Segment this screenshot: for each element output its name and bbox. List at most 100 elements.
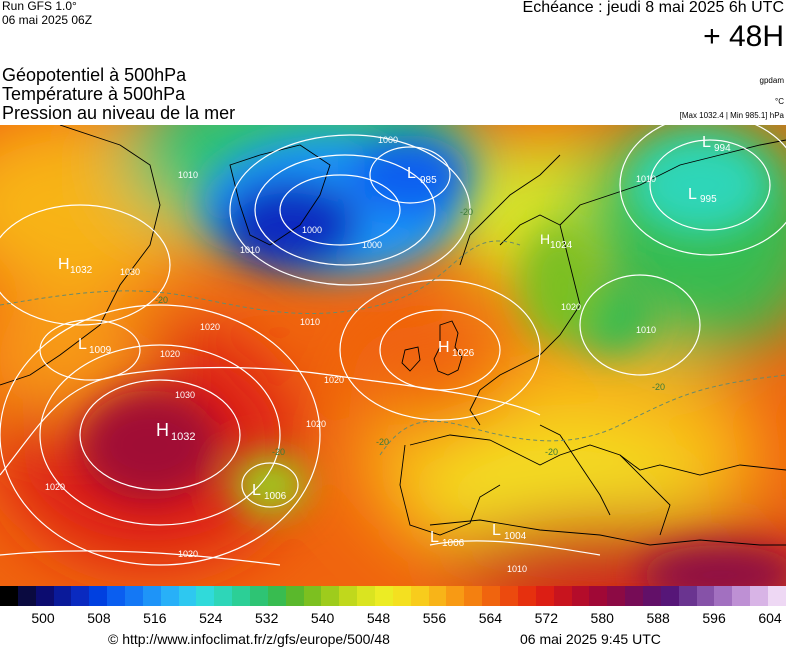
svg-text:L: L bbox=[492, 522, 501, 539]
unit-geo: gpdam bbox=[759, 76, 784, 85]
legend-swatch bbox=[178, 586, 197, 606]
legend-tick-label: 508 bbox=[87, 610, 111, 626]
legend-swatch bbox=[732, 586, 751, 606]
legend-swatch bbox=[250, 586, 268, 606]
low-center: L 1006 bbox=[252, 482, 287, 502]
isobar-label: 1030 bbox=[120, 267, 140, 277]
legend-swatch bbox=[303, 586, 322, 606]
high-center: H 1024 bbox=[540, 231, 573, 251]
title-pressure: Pression au niveau de la mer bbox=[2, 103, 236, 123]
legend-swatch bbox=[53, 586, 72, 606]
svg-text:994: 994 bbox=[714, 143, 731, 154]
temp-label: -20 bbox=[460, 207, 473, 217]
svg-text:L: L bbox=[430, 529, 439, 546]
color-legend bbox=[0, 586, 786, 606]
legend-swatch bbox=[678, 586, 697, 606]
legend-swatch bbox=[285, 586, 304, 606]
svg-text:1032: 1032 bbox=[171, 431, 195, 443]
legend-swatch bbox=[142, 586, 161, 606]
svg-text:H: H bbox=[58, 256, 70, 273]
legend-swatch bbox=[767, 586, 786, 606]
isobar-label: 1020 bbox=[178, 549, 198, 559]
svg-text:1006: 1006 bbox=[442, 538, 465, 549]
svg-text:L: L bbox=[78, 336, 87, 353]
legend-swatch bbox=[321, 586, 340, 606]
isobar-label: 1020 bbox=[45, 482, 65, 492]
legend-swatch bbox=[517, 586, 536, 606]
svg-text:L: L bbox=[407, 165, 416, 182]
legend-swatch bbox=[464, 586, 483, 606]
isobar-label: 1010 bbox=[300, 317, 320, 327]
isobar-label: 1000 bbox=[378, 135, 398, 145]
low-center: L 1004 bbox=[492, 522, 527, 542]
temp-label: -20 bbox=[545, 447, 558, 457]
svg-text:L: L bbox=[688, 186, 697, 203]
legend-swatch bbox=[553, 586, 572, 606]
legend-swatch bbox=[714, 586, 733, 606]
svg-text:1026: 1026 bbox=[452, 348, 475, 359]
svg-text:L: L bbox=[702, 134, 711, 151]
svg-text:H: H bbox=[156, 420, 169, 440]
isobar-label: 1010 bbox=[178, 170, 198, 180]
legend-swatch bbox=[232, 586, 251, 606]
legend-swatch bbox=[71, 586, 90, 606]
legend-swatch bbox=[89, 586, 108, 606]
weather-map: 1010 1030 1020 1020 1030 1020 1020 1020 … bbox=[0, 125, 786, 586]
isobar-label: 1010 bbox=[507, 564, 527, 574]
isobar-label: 1020 bbox=[324, 375, 344, 385]
isobar-label: 1010 bbox=[636, 174, 656, 184]
svg-text:1006: 1006 bbox=[264, 491, 287, 502]
svg-text:985: 985 bbox=[420, 175, 437, 186]
legend-tick-label: 588 bbox=[646, 610, 670, 626]
legend-swatch bbox=[392, 586, 411, 606]
legend-swatch bbox=[196, 586, 215, 606]
svg-text:1004: 1004 bbox=[504, 531, 527, 542]
low-center: L 985 bbox=[407, 165, 437, 186]
high-center: H 1026 bbox=[438, 339, 475, 359]
legend-tick-label: 548 bbox=[366, 610, 391, 626]
legend-swatch bbox=[267, 586, 286, 606]
legend-tick-label: 564 bbox=[478, 610, 503, 626]
legend-swatch bbox=[642, 586, 661, 606]
temp-label: -20 bbox=[376, 437, 389, 447]
run-date: 06 mai 2025 06Z bbox=[2, 13, 93, 27]
svg-text:1024: 1024 bbox=[550, 240, 573, 251]
legend-tick-label: 532 bbox=[255, 610, 279, 626]
isobar-label: 1000 bbox=[362, 240, 382, 250]
legend-swatch bbox=[607, 586, 626, 606]
legend-swatch bbox=[500, 586, 518, 606]
legend-swatch bbox=[125, 586, 143, 606]
legend-tick-label: 500 bbox=[31, 610, 55, 626]
legend-swatch bbox=[357, 586, 376, 606]
legend-swatch bbox=[446, 586, 465, 606]
low-center: L 994 bbox=[702, 134, 731, 154]
title-geopotential: Géopotentiel à 500hPa bbox=[2, 65, 187, 85]
temp-label: -20 bbox=[652, 382, 665, 392]
run-label: Run GFS 1.0° bbox=[2, 0, 77, 13]
legend-swatch bbox=[17, 586, 36, 606]
legend-tick-label: 596 bbox=[702, 610, 726, 626]
legend-swatch bbox=[107, 586, 126, 606]
isobar-label: 1010 bbox=[240, 245, 260, 255]
svg-text:1032: 1032 bbox=[70, 265, 93, 276]
legend-swatch bbox=[214, 586, 233, 606]
legend-swatch bbox=[660, 586, 679, 606]
legend-tick-label: 524 bbox=[199, 610, 223, 626]
legend-swatch bbox=[339, 586, 358, 606]
pressure-centers: H 1032 L 1009 H 1032 L 1006 L 985 H 1024 L 994 … bbox=[58, 134, 731, 549]
temp-label: -20 bbox=[155, 295, 168, 305]
source-url[interactable]: © http://www.infoclimat.fr/z/gfs/europe/… bbox=[108, 631, 390, 647]
isobar-label: 1020 bbox=[561, 302, 581, 312]
unit-pressure: [Max 1032.4 | Min 985.1] hPa bbox=[679, 111, 784, 120]
legend-tick-label: 516 bbox=[143, 610, 167, 626]
legend-tick-label: 580 bbox=[590, 610, 614, 626]
isobars bbox=[0, 125, 786, 566]
svg-text:H: H bbox=[540, 231, 550, 247]
isobar-label: 1010 bbox=[636, 325, 656, 335]
map-svg: 1010 1030 1020 1020 1030 1020 1020 1020 … bbox=[0, 125, 786, 586]
high-center: H 1032 bbox=[58, 256, 93, 276]
low-center: L 995 bbox=[688, 186, 717, 205]
legend-swatch bbox=[428, 586, 447, 606]
legend-ticks: 500 508 516 524 532 540 548 556 564 572 580 588 596 6… bbox=[0, 609, 786, 627]
legend-swatch bbox=[160, 586, 179, 606]
